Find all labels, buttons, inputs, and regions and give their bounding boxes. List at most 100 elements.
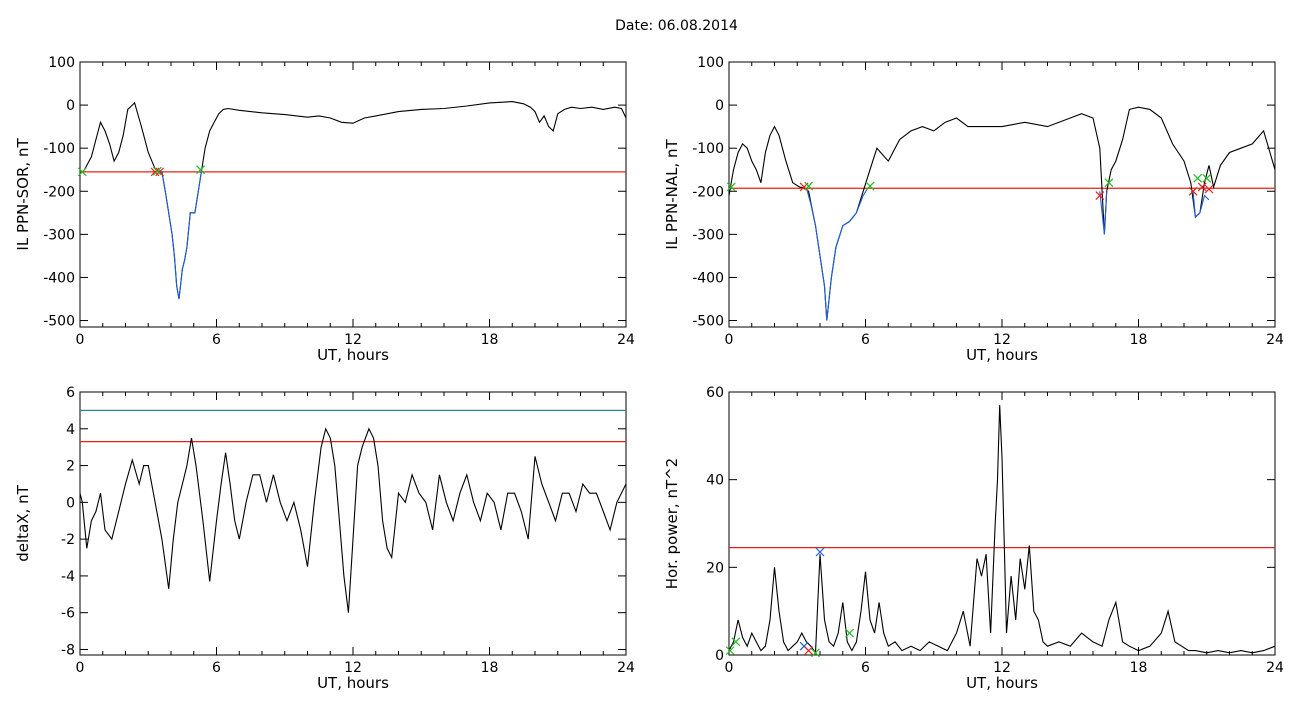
x-tick-label: 24 [617,332,635,348]
y-tick-label: -400 [43,270,75,286]
panel-p1: 0 6 12 18 24 100 0 -100 -200 -300 -400 -500 UT, hour… [14,55,635,364]
x-tick-label: 0 [76,332,85,348]
cross-stroke [196,165,205,175]
x-tick-label: 18 [481,332,499,348]
cross-marker [77,167,87,177]
cross-stroke [1188,186,1198,196]
x-tick-label: 12 [344,332,362,348]
cross-marker [725,646,735,656]
x-tick-label: 24 [1266,660,1284,676]
y-tick-label: -200 [692,184,724,200]
cross-stroke [799,641,809,651]
cross-stroke [845,628,854,638]
y-tick-label: -6 [61,606,75,622]
x-tick-label: 0 [76,660,85,676]
cross-marker [865,181,875,191]
y-axis-label: IL PPN-SOR, nT [14,138,32,251]
cross-marker [1104,178,1114,188]
cross-stroke [865,181,875,191]
cross-marker [1095,191,1105,201]
x-axis-label: UT, hours [966,346,1038,364]
cross-stroke [731,637,741,647]
y-tick-label: 0 [715,98,724,114]
y-tick-label: -4 [61,569,75,585]
y-axis-label: IL PPN-NAL, nT [663,139,681,250]
series-line-0 [79,427,627,613]
x-tick-label: 18 [481,660,499,676]
series-line-0 [728,405,1276,655]
panel-p4: 0 6 12 18 24 60 40 20 0 UT, hours Hor. power, nT^2 [663,385,1284,692]
panel-p2: 0 6 12 18 24 100 0 -100 -200 -300 -400 -500 UT, hour… [663,55,1284,364]
y-tick-label: -300 [692,227,724,243]
cross-stroke [1104,178,1114,188]
x-tick-label: 12 [993,660,1011,676]
cross-marker [1204,184,1214,194]
x-tick-label: 6 [212,660,221,676]
y-tick-label: 6 [66,385,75,401]
cross-marker [1197,182,1207,192]
series-line-0 [728,106,1276,321]
series-line-2 [1099,191,1108,235]
cross-marker [155,167,165,177]
panel-p3: 0 6 12 18 24 6 4 2 0 -2 -4 -6 -8 UT, hours deltaX, nT [14,385,635,692]
x-tick-label: 12 [344,660,362,676]
cross-stroke [804,646,814,656]
x-tick-label: 24 [617,660,635,676]
cross-stroke [815,547,825,557]
y-axis-label: deltaX, nT [14,484,32,561]
series-line-1 [805,187,869,321]
cross-stroke [155,167,165,177]
cross-stroke [77,167,87,177]
plot-frame [728,391,1276,656]
x-tick-label: 0 [725,660,734,676]
cross-marker [1202,173,1212,183]
cross-stroke [1202,173,1212,183]
x-axis-label: UT, hours [966,674,1038,692]
x-tick-label: 6 [212,332,221,348]
x-tick-label: 18 [1130,332,1148,348]
y-tick-label: 0 [715,648,724,664]
cross-marker [845,628,854,638]
plot-frame [79,61,627,328]
y-tick-label: 2 [66,459,75,475]
y-tick-label: -500 [43,314,75,330]
y-tick-label: 20 [706,560,724,576]
cross-stroke [1095,191,1105,201]
cross-stroke [152,166,162,176]
series-line-1 [158,169,203,300]
cross-stroke [804,181,814,191]
cross-stroke [811,648,820,658]
figure-title: Date: 06.08.2014 [615,18,738,34]
cross-marker [1188,186,1198,196]
cross-stroke [1193,173,1203,183]
y-tick-label: -2 [61,532,75,548]
y-tick-label: -300 [43,227,75,243]
cross-stroke [725,646,735,656]
cross-stroke [726,182,736,192]
y-tick-label: 60 [706,385,724,401]
series-line-0 [79,101,627,300]
y-tick-label: 100 [697,55,724,71]
y-tick-label: 40 [706,473,724,489]
series-line-3 [1192,191,1210,219]
x-tick-label: 12 [993,332,1011,348]
y-tick-label: -500 [692,314,724,330]
cross-marker [811,648,820,658]
cross-marker [804,181,814,191]
cross-marker [1193,173,1203,183]
cross-marker [152,166,162,176]
y-tick-label: -100 [43,141,75,157]
cross-marker [804,646,814,656]
plot-frame [79,391,627,656]
cross-marker [731,637,741,647]
x-axis-label: UT, hours [317,674,389,692]
y-tick-label: -400 [692,270,724,286]
cross-marker [815,547,825,557]
x-tick-label: 24 [1266,332,1284,348]
x-tick-label: 6 [861,332,870,348]
cross-stroke [1197,182,1207,192]
y-tick-label: 0 [66,495,75,511]
y-tick-label: -200 [43,184,75,200]
